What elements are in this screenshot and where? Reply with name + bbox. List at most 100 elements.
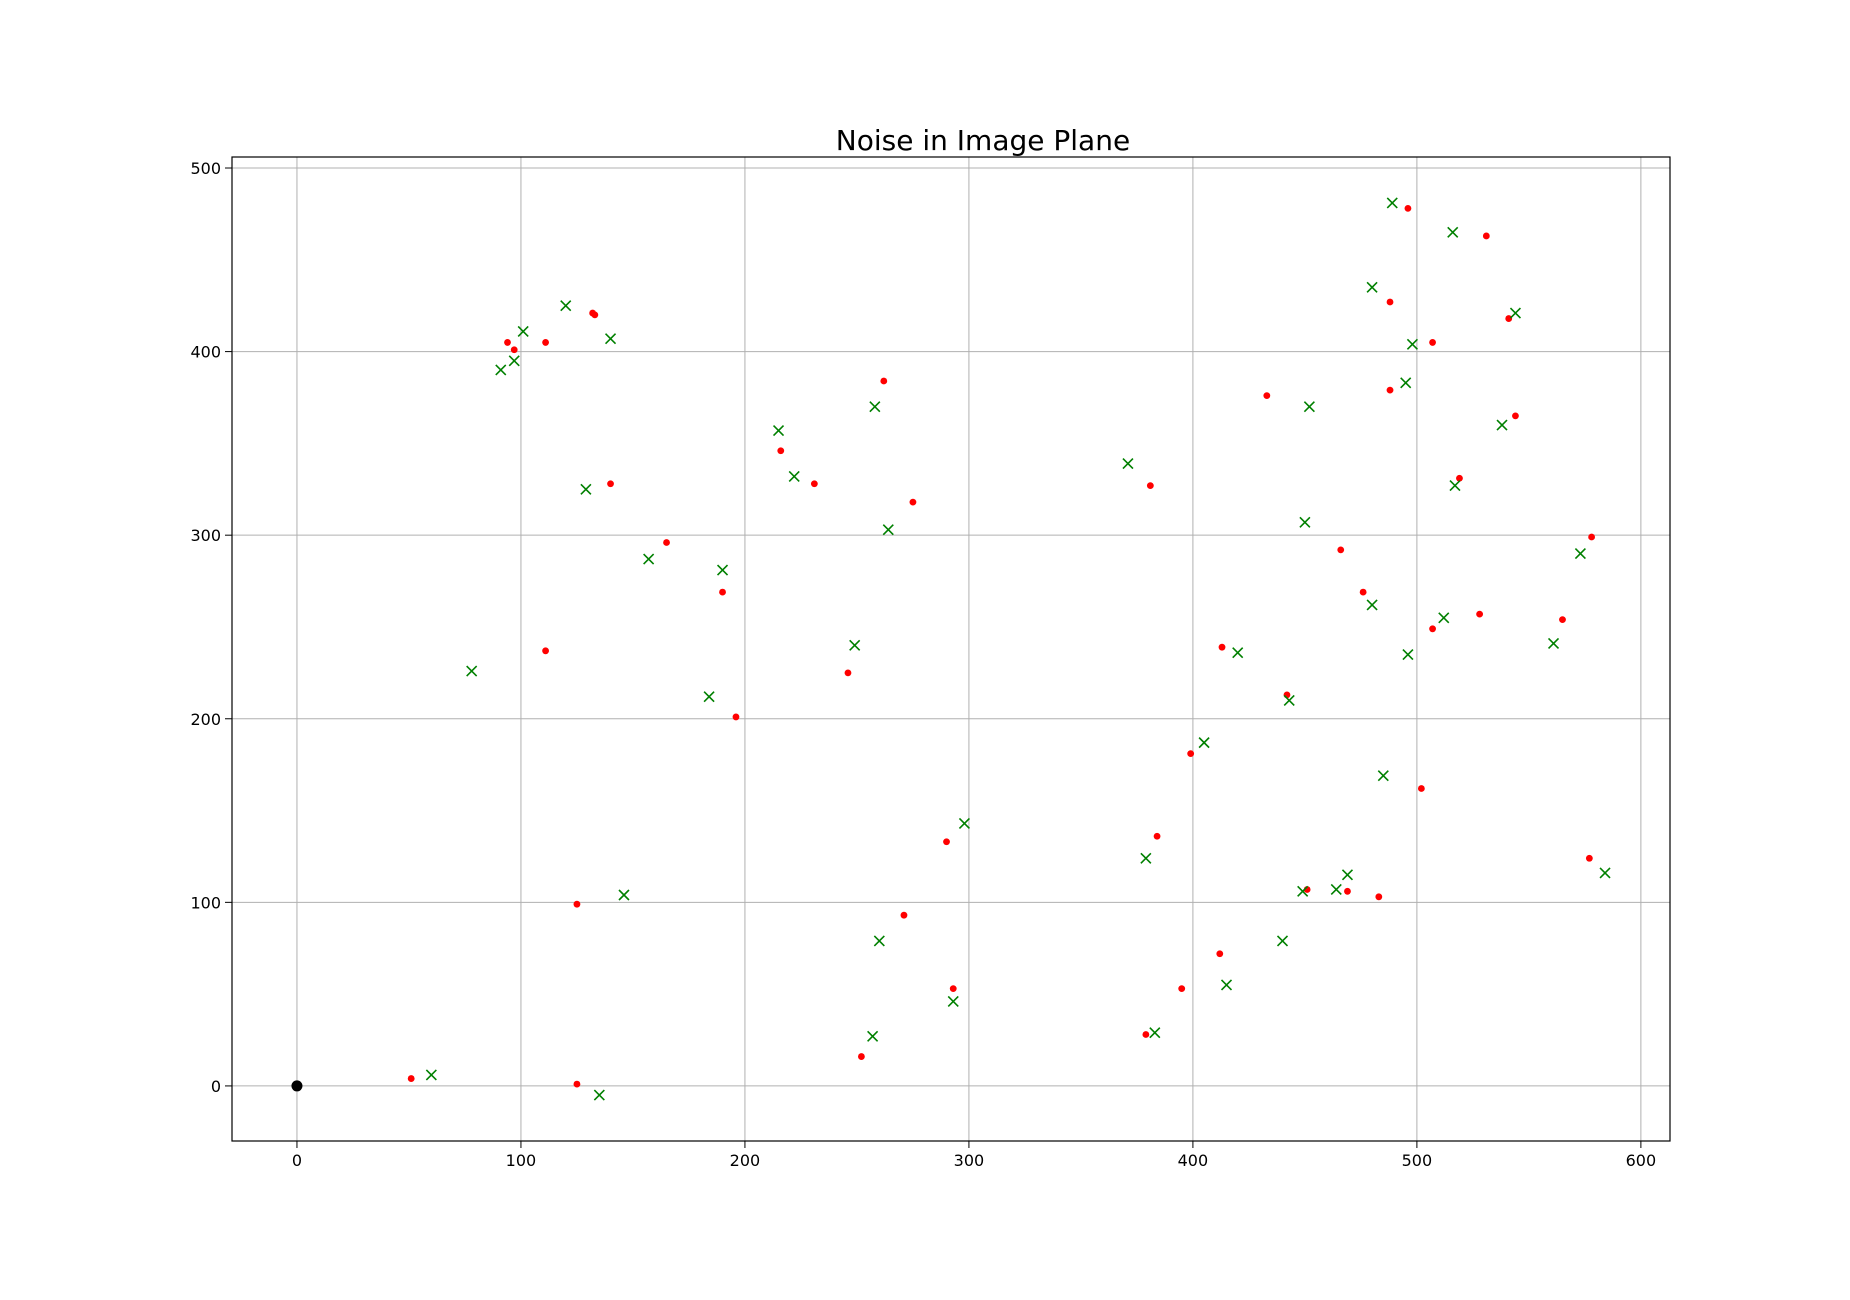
green-cross-point [466,665,478,677]
red-dot-point [1146,482,1154,490]
red-dot-point [1559,616,1566,624]
x-tick-label: 500 [1402,1151,1433,1170]
red-dot-point [1456,474,1463,482]
red-dot-point [1588,533,1596,541]
green-cross-point [1220,979,1233,991]
y-tick-label: 400 [190,343,221,362]
green-cross-point [1438,612,1450,624]
x-tick-label: 0 [292,1151,302,1170]
red-dot-point [504,339,511,346]
green-cross-point [495,364,507,376]
green-cross-point [1377,770,1389,782]
red-dot-point [1585,854,1593,862]
red-dot-point [949,985,957,993]
red-dot-point [1337,546,1345,554]
red-dot-point [1404,205,1412,212]
red-dot-point [1142,1031,1150,1038]
green-cross-point [1574,547,1586,560]
green-cross-point [1341,869,1354,881]
green-cross-point [580,483,592,495]
green-cross-point [1547,637,1560,650]
green-cross-point [1366,599,1378,611]
x-tick-label: 400 [1178,1151,1209,1170]
x-tick-label: 600 [1626,1151,1657,1170]
y-tick-label: 300 [190,526,221,545]
grid-lines [232,157,1670,1141]
red-dot-point [1505,315,1513,322]
red-dot-point [407,1075,415,1082]
green-cross-point [716,564,729,576]
red-dot-point [909,498,917,506]
red-dot-point [542,339,549,346]
red-dot-point [1178,985,1186,993]
red-dot-point [777,447,785,455]
green-cross-point [1509,307,1522,319]
green-cross-point [947,995,959,1008]
green-cross-point [1386,197,1398,209]
red-dot-point [573,900,581,908]
green-cross-point [867,1030,879,1042]
green-cross-point [1402,648,1414,661]
red-dot-point [719,588,726,596]
red-dot-point [900,911,908,919]
red-dot-point [1344,887,1351,895]
green-cross-point [958,817,971,829]
red-dot-point [1216,950,1224,958]
green-cross-point [1366,281,1378,293]
green-cross-point [788,470,800,482]
green-cross-point [869,401,881,413]
red-dot-point [1386,386,1394,394]
axes: 0 100 200 300 400 500 600 0 100 200 300 400 500 [190,159,1656,1170]
red-dot-point [1375,893,1383,901]
red-dot-point [1476,610,1484,618]
x-tick-label: 300 [954,1151,985,1170]
green-cross-point [1400,377,1412,389]
green-cross-point [517,325,529,337]
green-cross-point [508,355,520,367]
green-cross-point [1122,458,1134,470]
red-dot-point [943,838,950,846]
green-cross-point [703,691,715,703]
red-dot-point [1263,392,1271,400]
green-cross-point [560,300,572,312]
y-tick-label: 100 [190,893,221,912]
green-cross-point [593,1089,605,1101]
red-dot-point [858,1053,865,1060]
green-cross-point [1232,647,1244,659]
red-dot-point [1417,785,1425,792]
x-tick-label: 100 [506,1151,537,1170]
y-tick-label: 500 [190,159,221,178]
green-cross-point [772,424,785,437]
green-cross-point [1276,935,1289,947]
origin-point [291,1080,303,1092]
red-dot-point [1482,232,1490,240]
red-dot-point [510,346,518,354]
red-dot-point [607,480,614,488]
green-cross-point [1447,226,1459,238]
red-dot-point [880,377,888,385]
red-dot-point [1429,625,1436,633]
red-dot-point [542,647,549,655]
y-tick-label: 200 [190,710,221,729]
red-dot-point [1359,588,1367,596]
green-cross-point [1149,1027,1161,1039]
red-dot-point [1429,339,1436,346]
y-tick-label: 0 [211,1077,221,1096]
green-cross-point [1303,401,1315,413]
green-cross-point [849,639,861,651]
green-cross-point [882,524,894,536]
data-marks [291,197,1611,1101]
green-cross-point [618,889,630,901]
red-dot-point [732,713,740,721]
green-cross-point [1299,516,1311,528]
red-dot-point [591,311,599,319]
green-cross-point [1449,480,1461,492]
chart-title: Noise in Image Plane [836,124,1130,157]
green-cross-point [425,1069,437,1081]
green-cross-point [1198,737,1210,749]
red-dot-point [1512,412,1519,420]
red-dot-point [844,669,852,677]
green-cross-point [1406,338,1418,350]
